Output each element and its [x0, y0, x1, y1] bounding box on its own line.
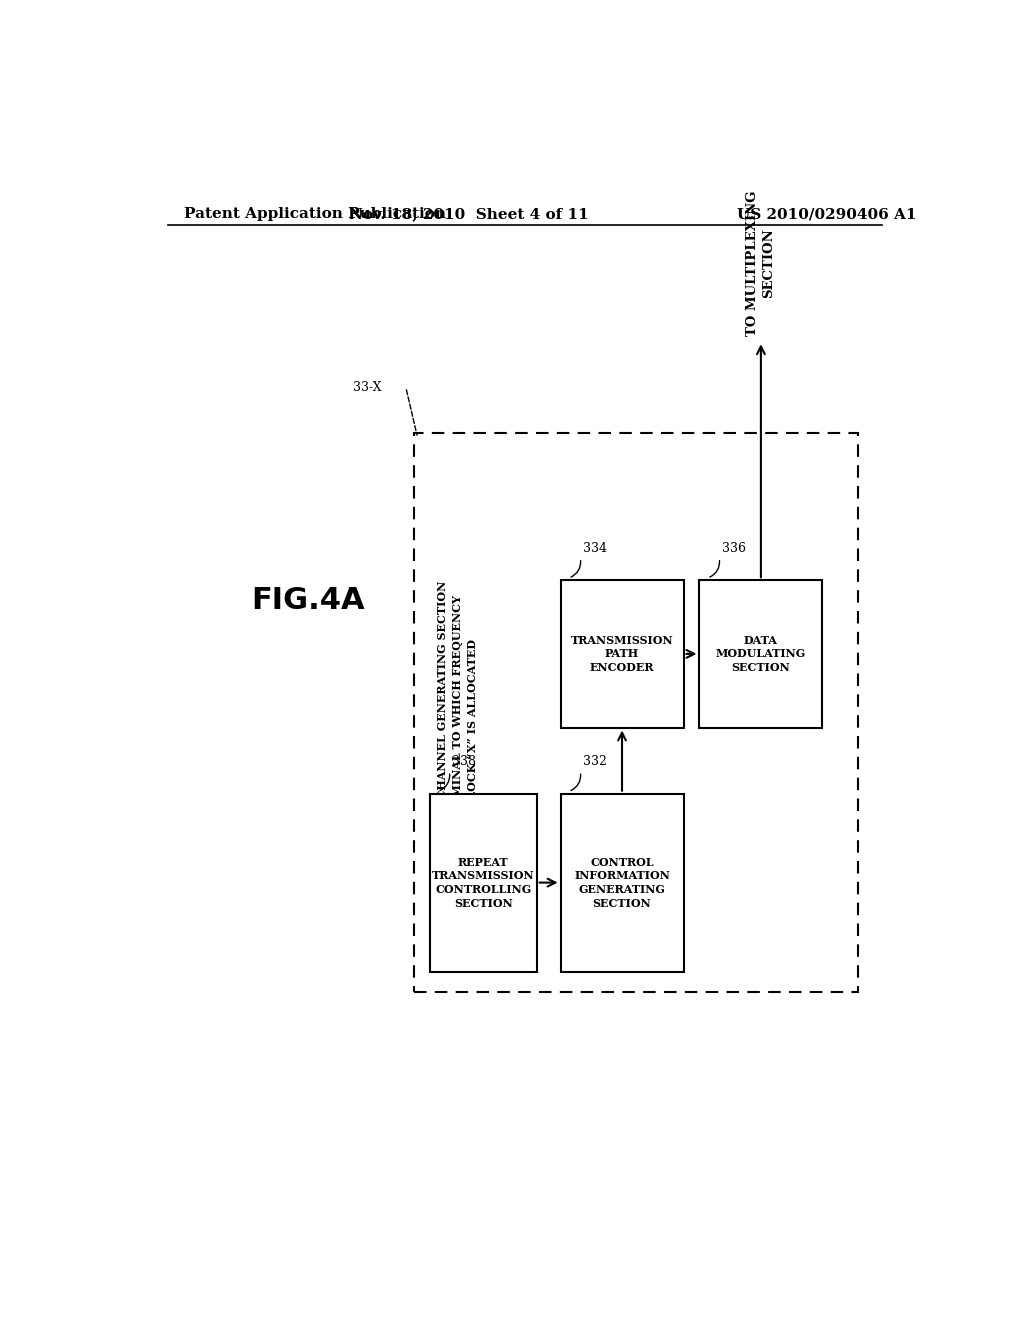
Text: Nov. 18, 2010  Sheet 4 of 11: Nov. 18, 2010 Sheet 4 of 11 [349, 207, 589, 222]
Text: REPEAT
TRANSMISSION
CONTROLLING
SECTION: REPEAT TRANSMISSION CONTROLLING SECTION [432, 857, 535, 908]
Text: CONTROL
INFORMATION
GENERATING
SECTION: CONTROL INFORMATION GENERATING SECTION [574, 857, 670, 908]
Bar [560, 581, 684, 727]
Text: CONTROL CHANNEL GENERATING SECTION
FOR TERMINAL TO WHICH FREQUENCY
BLOCK “X” IS : CONTROL CHANNEL GENERATING SECTION FOR T… [437, 581, 477, 866]
Text: DATA
MODULATING
SECTION: DATA MODULATING SECTION [716, 635, 806, 673]
Text: US 2010/0290406 A1: US 2010/0290406 A1 [736, 207, 916, 222]
Bar [699, 581, 822, 727]
Text: 334: 334 [583, 541, 607, 554]
Text: 338: 338 [452, 755, 476, 768]
Text: TRANSMISSION
PATH
ENCODER: TRANSMISSION PATH ENCODER [570, 635, 674, 673]
Text: Patent Application Publication: Patent Application Publication [183, 207, 445, 222]
Text: TO MULTIPLEXING
SECTION: TO MULTIPLEXING SECTION [746, 191, 775, 337]
Text: 336: 336 [722, 541, 745, 554]
Text: 33-X: 33-X [353, 380, 382, 393]
Bar [414, 433, 858, 991]
Bar [560, 793, 684, 972]
Bar [430, 793, 537, 972]
Text: FIG.4A: FIG.4A [251, 586, 365, 615]
Text: 332: 332 [583, 755, 606, 768]
